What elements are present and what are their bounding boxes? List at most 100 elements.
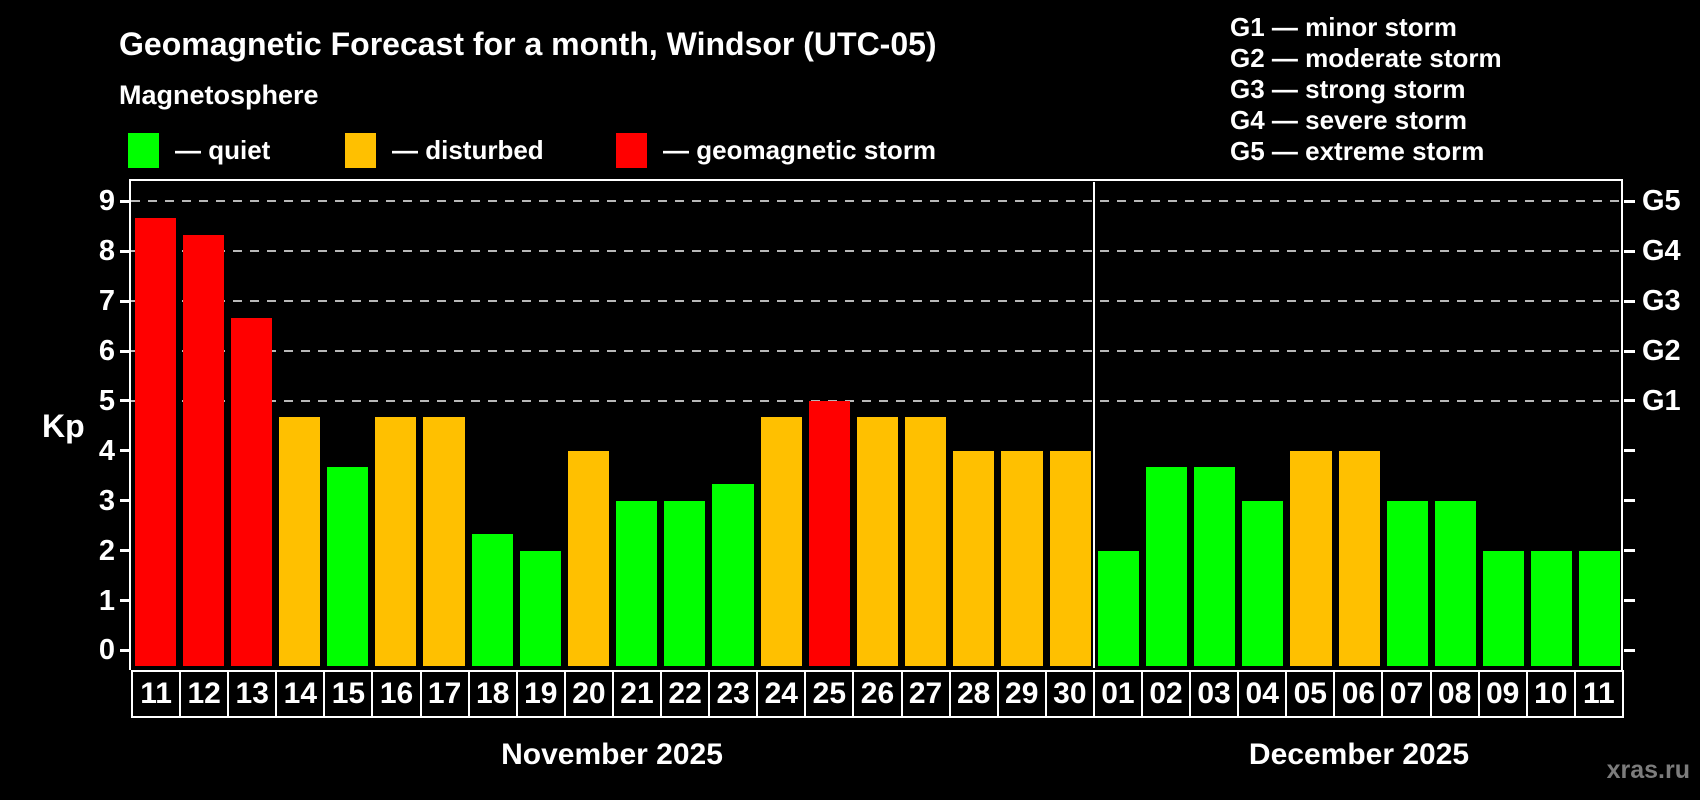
y-axis-tick-right: [1624, 249, 1635, 253]
legend-item-quiet: — quiet: [128, 132, 270, 168]
g-scale-label-g4: G4: [1642, 235, 1681, 268]
y-axis-tick-right: [1624, 199, 1635, 203]
day-label-10: 10: [1527, 672, 1576, 716]
y-axis-tick-right: [1624, 648, 1635, 652]
g-scale-label-g1: G1: [1642, 384, 1681, 417]
day-label-12: 12: [181, 672, 230, 716]
y-tick-label-5: 5: [98, 384, 115, 417]
day-label-03: 03: [1191, 672, 1240, 716]
storm-scale-g3: G3 — strong storm: [1230, 74, 1466, 104]
plot-frame: [129, 179, 1623, 670]
day-label-26: 26: [854, 672, 903, 716]
gridline-kp-8: [131, 250, 1624, 253]
kp-bar-24: [760, 417, 802, 667]
day-label-20: 20: [565, 672, 614, 716]
day-label-07: 07: [1383, 672, 1432, 716]
kp-bar-11: [134, 217, 176, 667]
day-label-01: 01: [1094, 672, 1143, 716]
gridline-kp-5: [131, 399, 1624, 402]
kp-bar-21: [616, 500, 658, 667]
day-axis-row: 11 12 13 14 15 16 17 18 19 20 21 22 23 24 25 26 27 28 29 30…: [131, 670, 1624, 718]
y-axis-tick-right: [1624, 399, 1635, 403]
kp-bar-29: [1001, 450, 1043, 667]
day-label-18: 18: [469, 672, 518, 716]
kp-bar-02: [1145, 467, 1188, 667]
gridline-kp-6: [131, 350, 1624, 352]
legend-item-storm: — geomagnetic storm: [616, 132, 936, 168]
y-axis-tick-left: [120, 199, 131, 203]
kp-bar-19: [519, 550, 561, 667]
kp-bar-28: [953, 450, 995, 667]
day-label-29: 29: [998, 672, 1047, 716]
kp-bar-13: [230, 317, 272, 667]
y-axis-tick-left: [120, 399, 131, 403]
kp-bar-16: [375, 417, 417, 667]
subtitle-magnetosphere: Magnetosphere: [119, 80, 319, 110]
gridline-kp-7: [131, 300, 1624, 303]
kp-bar-04: [1242, 500, 1284, 667]
g-scale-label-g5: G5: [1642, 185, 1681, 218]
y-axis-tick-left: [120, 349, 131, 353]
storm-scale-g1: G1 — minor storm: [1230, 12, 1457, 42]
g-scale-label-g3: G3: [1642, 285, 1681, 318]
kp-bar-03: [1194, 467, 1236, 667]
kp-bar-08: [1434, 500, 1476, 667]
watermark-xras: xras.ru: [1606, 756, 1690, 784]
storm-scale-legend: G1 — minor storm G2 — moderate storm G3 …: [1230, 12, 1502, 167]
legend-label-quiet: — quiet: [175, 134, 271, 165]
day-label-14: 14: [277, 672, 326, 716]
day-label-24: 24: [758, 672, 807, 716]
day-label-19: 19: [517, 672, 566, 716]
y-tick-label-6: 6: [98, 335, 115, 367]
y-axis-tick-left: [120, 499, 131, 503]
day-label-13: 13: [229, 672, 278, 716]
y-tick-label-8: 8: [98, 235, 115, 268]
day-label-08: 08: [1431, 672, 1480, 716]
y-tick-label-7: 7: [98, 285, 115, 318]
y-axis-tick-left: [120, 599, 131, 602]
storm-scale-g5: G5 — extreme storm: [1230, 136, 1485, 166]
y-axis-tick-right: [1624, 499, 1635, 503]
day-label-06: 06: [1335, 672, 1384, 716]
day-label-02: 02: [1142, 672, 1192, 716]
kp-bar-27: [905, 417, 947, 667]
y-tick-label-9: 9: [98, 185, 115, 218]
disturbed-color-swatch: [345, 132, 376, 168]
y-axis-label: Kp: [42, 408, 85, 444]
legend-item-disturbed: — disturbed: [345, 132, 544, 168]
kp-bar-18: [471, 534, 513, 667]
kp-bar-25: [808, 400, 850, 667]
y-axis-tick-left: [120, 249, 131, 253]
y-tick-label-3: 3: [98, 484, 115, 517]
day-label-17: 17: [421, 672, 470, 716]
legend-label-disturbed: — disturbed: [392, 134, 544, 165]
day-label-11: 11: [133, 672, 182, 716]
kp-bar-10: [1531, 550, 1573, 667]
g-scale-label-g2: G2: [1642, 335, 1681, 367]
kp-bar-17: [423, 417, 465, 667]
kp-bar-15: [327, 467, 369, 667]
kp-bar-14: [278, 417, 321, 667]
kp-bar-07: [1386, 500, 1428, 667]
kp-bar-12: [182, 234, 224, 667]
y-tick-label-2: 2: [98, 534, 115, 567]
day-label-09: 09: [1479, 672, 1528, 716]
kp-bar-01: [1097, 550, 1139, 667]
day-label-25: 25: [806, 672, 855, 716]
day-label-22: 22: [662, 672, 711, 716]
quiet-color-swatch: [128, 132, 159, 168]
y-axis-tick-right: [1624, 549, 1635, 553]
storm-color-swatch: [616, 132, 647, 168]
day-label-21: 21: [613, 672, 663, 716]
y-tick-label-0: 0: [98, 634, 115, 667]
day-label-15: 15: [325, 672, 374, 716]
day-label-04: 04: [1239, 672, 1288, 716]
month-label-december: December 2025: [1248, 738, 1470, 771]
y-tick-label-4: 4: [98, 434, 115, 467]
y-axis-tick-left: [120, 549, 131, 553]
gridline-kp-9: [131, 200, 1624, 203]
kp-bar-20: [567, 450, 610, 667]
kp-bar-06: [1338, 450, 1380, 667]
